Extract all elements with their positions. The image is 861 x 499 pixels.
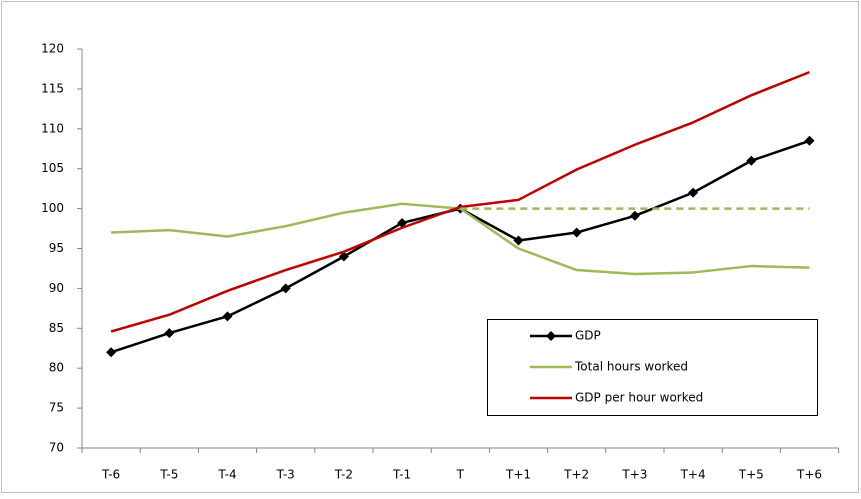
y-tick-label: 95: [49, 241, 64, 255]
x-tick-label: T-3: [276, 468, 295, 482]
y-tick-label: 110: [41, 121, 64, 135]
y-tick-label: 85: [49, 321, 64, 335]
series-marker: [397, 217, 408, 228]
x-tick-label: T-2: [334, 468, 353, 482]
series-marker: [513, 235, 524, 246]
series-marker: [280, 283, 291, 294]
y-tick-label: 80: [49, 361, 64, 375]
x-tick-label: T+3: [621, 468, 647, 482]
legend-marker: [546, 331, 556, 341]
series-marker: [629, 210, 640, 221]
x-tick-label: T: [456, 468, 465, 482]
x-tick-label: T-1: [392, 468, 411, 482]
x-tick-label: T-4: [217, 468, 236, 482]
series-marker: [164, 328, 175, 339]
x-tick-label: T+1: [505, 468, 531, 482]
x-tick-label: T+4: [680, 468, 706, 482]
legend-label: GDP per hour worked: [575, 391, 703, 405]
y-tick-label: 120: [41, 42, 64, 56]
series-marker: [338, 251, 349, 262]
y-tick-label: 100: [41, 201, 64, 215]
y-tick-label: 70: [49, 441, 64, 455]
series-marker: [106, 347, 117, 358]
series-marker: [804, 135, 815, 146]
legend-label: GDP: [575, 329, 601, 343]
x-tick-label: T-5: [159, 468, 178, 482]
y-tick-label: 105: [41, 161, 64, 175]
series-marker: [746, 155, 757, 166]
legend-label: Total hours worked: [574, 360, 688, 374]
x-tick-label: T+2: [563, 468, 589, 482]
y-tick-label: 90: [49, 281, 64, 295]
series-marker: [688, 187, 699, 198]
series-marker: [571, 227, 582, 238]
x-tick-label: T-6: [101, 468, 120, 482]
x-tick-label: T+6: [796, 468, 822, 482]
series-line: [110, 70, 810, 333]
y-tick-label: 75: [49, 401, 64, 415]
series-marker: [222, 311, 233, 322]
y-tick-label: 115: [41, 81, 64, 95]
x-tick-label: T+5: [738, 468, 764, 482]
